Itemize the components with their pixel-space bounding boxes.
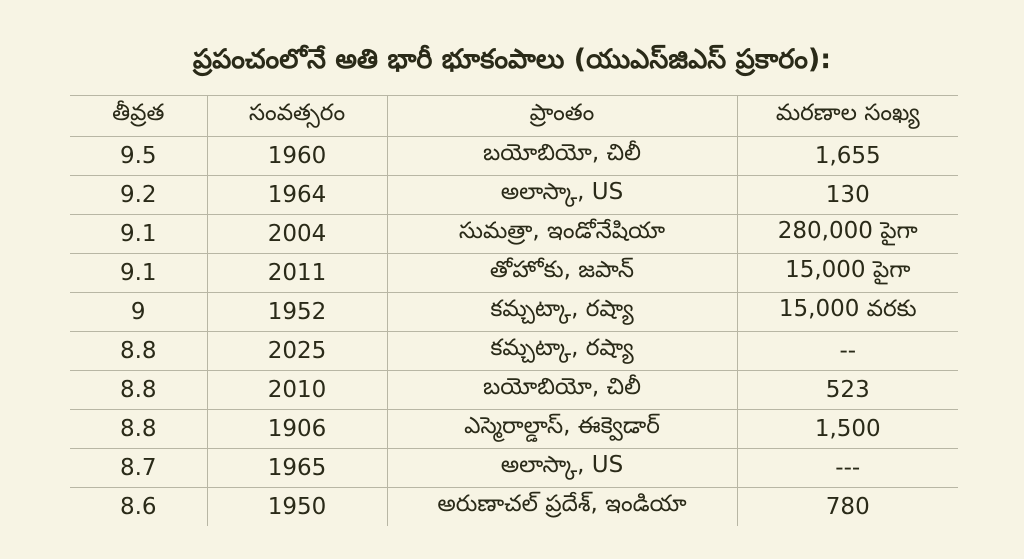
table-row: 9.1 2004 సుమత్రా, ఇండోనేషియా 280,000 పైగా xyxy=(70,214,958,254)
table-cell: 1965 xyxy=(206,448,387,488)
table-cell: కమ్చట్కా, రష్యా xyxy=(386,292,737,332)
table-cell: అరుణాచల్ ప్రదేశ్, ఇండియా xyxy=(386,487,737,526)
table-cell: 1952 xyxy=(206,292,387,332)
table-row: 8.8 1906 ఎస్మెరాల్డాస్, ఈక్వెడార్ 1,500 xyxy=(70,409,958,449)
table-row: 8.7 1965 అలాస్కా, US --- xyxy=(70,448,958,488)
table-cell: 9.1 xyxy=(70,253,207,293)
table-cell: 2025 xyxy=(206,331,387,371)
title: ప్రపంచంలోనే అతి భారీ భూకంపాలు (యుఎస్‌జిఎ… xyxy=(192,44,832,75)
table-cell: 8.7 xyxy=(70,448,207,488)
table-cell: తోహోకు, జపాన్ xyxy=(386,253,737,293)
column-header: ప్రాంతం xyxy=(386,95,737,137)
table-row: 9 1952 కమ్చట్కా, రష్యా 15,000 వరకు xyxy=(70,292,958,332)
table-cell: 9 xyxy=(70,292,207,332)
table-cell: బయోబియో, చిలీ xyxy=(386,370,737,410)
table-cell: --- xyxy=(736,448,958,488)
table-cell: 2004 xyxy=(206,214,387,254)
table-cell: 8.8 xyxy=(70,370,207,410)
table-cell: అలాస్కా, US xyxy=(386,448,737,488)
table-cell: -- xyxy=(736,331,958,371)
table-cell: 280,000 పైగా xyxy=(736,214,958,254)
column-header: సంవత్సరం xyxy=(206,95,387,137)
table-cell: కమ్చట్కా, రష్యా xyxy=(386,331,737,371)
table-row: 8.8 2010 బయోబియో, చిలీ 523 xyxy=(70,370,958,410)
table-cell: 1960 xyxy=(206,136,387,176)
column-header: తీవ్రత xyxy=(70,95,207,137)
earthquake-table: తీవ్రత సంవత్సరం ప్రాంతం మరణాల సంఖ్య 9.5 1960… xyxy=(70,95,958,526)
table-cell: 2011 xyxy=(206,253,387,293)
column-header: మరణాల సంఖ్య xyxy=(736,95,958,137)
table-cell: 130 xyxy=(736,175,958,215)
table-cell: 523 xyxy=(736,370,958,410)
table-cell: 2010 xyxy=(206,370,387,410)
table-cell: ఎస్మెరాల్డాస్, ఈక్వెడార్ xyxy=(386,409,737,449)
table-cell: 1,655 xyxy=(736,136,958,176)
table-cell: 9.1 xyxy=(70,214,207,254)
table-row: 8.6 1950 అరుణాచల్ ప్రదేశ్, ఇండియా 780 xyxy=(70,487,958,526)
table-cell: 8.6 xyxy=(70,487,207,526)
table-row: 9.2 1964 అలాస్కా, US 130 xyxy=(70,175,958,215)
table-cell: 9.2 xyxy=(70,175,207,215)
table-row: 9.1 2011 తోహోకు, జపాన్ 15,000 పైగా xyxy=(70,253,958,293)
table-row: 9.5 1960 బయోబియో, చిలీ 1,655 xyxy=(70,136,958,176)
table-cell: సుమత్రా, ఇండోనేషియా xyxy=(386,214,737,254)
table-cell: 8.8 xyxy=(70,409,207,449)
table-cell: 780 xyxy=(736,487,958,526)
table-row: 8.8 2025 కమ్చట్కా, రష్యా -- xyxy=(70,331,958,371)
table-cell: 15,000 పైగా xyxy=(736,253,958,293)
table-cell: 1950 xyxy=(206,487,387,526)
table-cell: 1906 xyxy=(206,409,387,449)
table-cell: 1964 xyxy=(206,175,387,215)
table-cell: అలాస్కా, US xyxy=(386,175,737,215)
header-row: తీవ్రత సంవత్సరం ప్రాంతం మరణాల సంఖ్య xyxy=(70,95,958,137)
table-cell: 15,000 వరకు xyxy=(736,292,958,332)
table-cell: 9.5 xyxy=(70,136,207,176)
table-cell: 1,500 xyxy=(736,409,958,449)
table-body: 9.5 1960 బయోబియో, చిలీ 1,655 9.2 1964 అలాస్కా,… xyxy=(70,136,958,526)
table-cell: బయోబియో, చిలీ xyxy=(386,136,737,176)
table-cell: 8.8 xyxy=(70,331,207,371)
